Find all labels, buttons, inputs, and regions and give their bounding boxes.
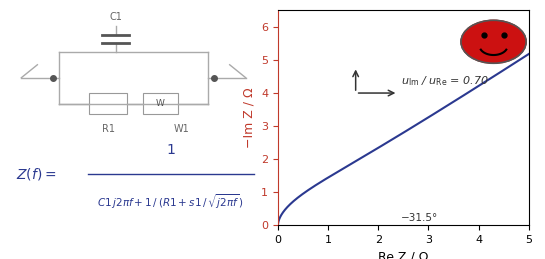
Text: $Z(f) =$: $Z(f) =$ xyxy=(16,166,56,182)
X-axis label: Re Z / Ω: Re Z / Ω xyxy=(378,251,428,259)
Bar xyxy=(143,93,178,114)
Y-axis label: −Im Z / Ω: −Im Z / Ω xyxy=(243,88,256,148)
Text: −31.5°: −31.5° xyxy=(401,213,438,223)
Bar xyxy=(89,93,127,114)
Text: $1$: $1$ xyxy=(166,143,175,157)
Text: W: W xyxy=(156,99,165,108)
Text: $C1\,j2\pi f + 1\,/\,(R1 + s1\,/\,\sqrt{j2\pi f}\,)$: $C1\,j2\pi f + 1\,/\,(R1 + s1\,/\,\sqrt{… xyxy=(98,193,244,211)
Text: C1: C1 xyxy=(109,12,122,22)
Text: R1: R1 xyxy=(101,124,114,134)
Circle shape xyxy=(461,20,526,63)
Text: W1: W1 xyxy=(174,124,190,134)
Text: $u_\mathrm{Im}$ / $u_\mathrm{Re}$ = 0.70: $u_\mathrm{Im}$ / $u_\mathrm{Re}$ = 0.70 xyxy=(401,75,489,88)
